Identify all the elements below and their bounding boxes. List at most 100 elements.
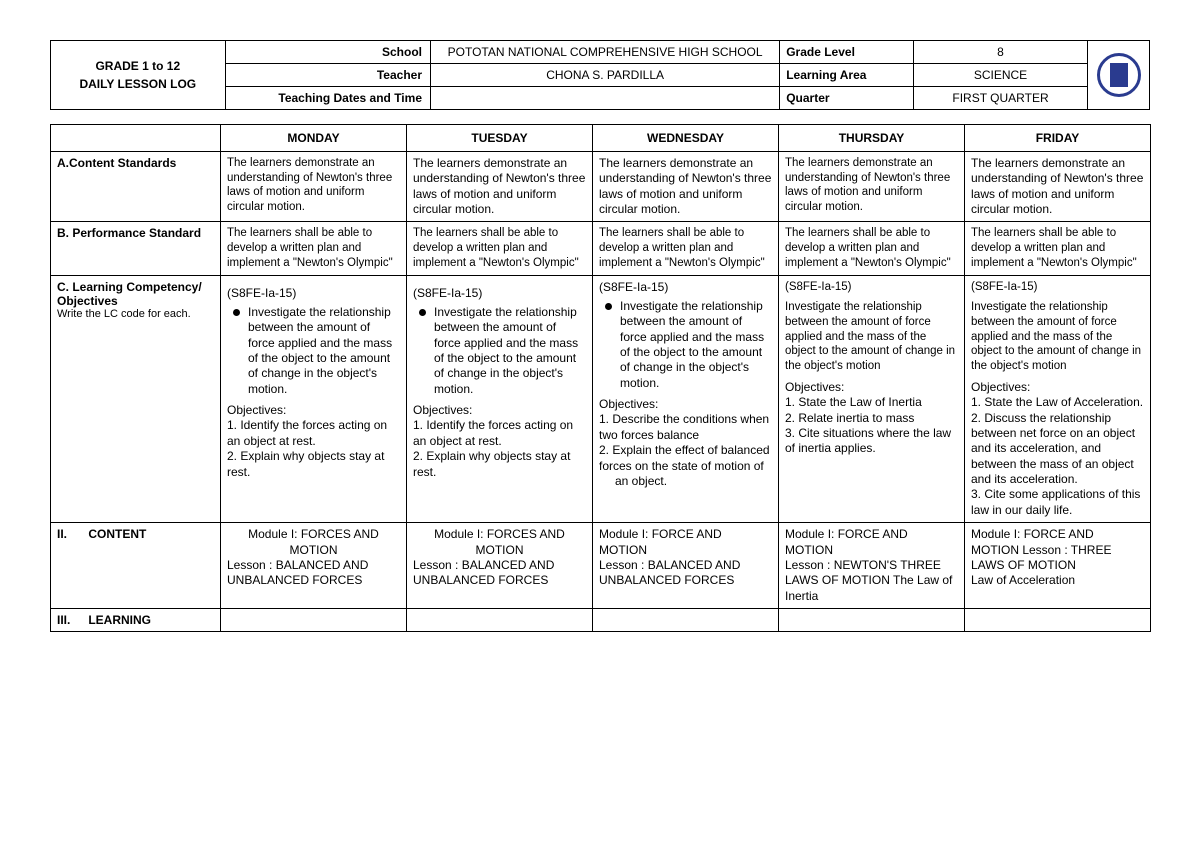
- ii-tue-l2: Lesson : BALANCED AND UNBALANCED FORCES: [413, 558, 586, 589]
- ii-fri-l1: Module I: FORCE AND MOTION Lesson : THRE…: [971, 527, 1144, 573]
- c-thu-obj1: 1. State the Law of Inertia: [785, 395, 958, 410]
- header-table: GRADE 1 to 12 DAILY LESSON LOG School PO…: [50, 40, 1150, 110]
- bullet-icon: [233, 309, 240, 316]
- ii-mon: Module I: FORCES AND MOTION Lesson : BAL…: [221, 523, 407, 609]
- c-thu-code: (S8FE-Ia-15): [785, 280, 958, 295]
- quarter-value: FIRST QUARTER: [913, 87, 1088, 110]
- c-tue-obj-hdr: Objectives:: [413, 403, 586, 418]
- c-wed-obj2b: an object.: [599, 474, 772, 489]
- c-wed-code: (S8FE-Ia-15): [599, 280, 772, 295]
- row-performance-standard: B. Performance Standard The learners sha…: [51, 222, 1151, 275]
- ii-fri: Module I: FORCE AND MOTION Lesson : THRE…: [965, 523, 1151, 609]
- ii-wed: Module I: FORCE AND MOTION Lesson : BALA…: [593, 523, 779, 609]
- b-label: B. Performance Standard: [51, 222, 221, 275]
- teacher-value: CHONA S. PARDILLA: [431, 64, 780, 87]
- c-tue-bullet: Investigate the relationship between the…: [419, 305, 586, 397]
- ii-thu-l1: Module I: FORCE AND MOTION: [785, 527, 958, 558]
- ii-label-cell: II. CONTENT: [51, 523, 221, 609]
- row-learning-competency: C. Learning Competency/ Objectives Write…: [51, 275, 1151, 523]
- day-tue: TUESDAY: [407, 125, 593, 152]
- c-mon-bullet-text: Investigate the relationship between the…: [248, 305, 400, 397]
- c-fri-line: Investigate the relationship between the…: [971, 300, 1144, 374]
- ii-wed-l2: Lesson : BALANCED AND UNBALANCED FORCES: [599, 558, 772, 589]
- dates-label: Teaching Dates and Time: [225, 87, 430, 110]
- a-wed: The learners demonstrate an understandin…: [593, 152, 779, 222]
- dll-title: GRADE 1 to 12 DAILY LESSON LOG: [51, 41, 226, 110]
- ii-label: CONTENT: [88, 527, 146, 541]
- row-content: II. CONTENT Module I: FORCES AND MOTION …: [51, 523, 1151, 609]
- c-label-cell: C. Learning Competency/ Objectives Write…: [51, 275, 221, 523]
- c-sub: Write the LC code for each.: [57, 308, 214, 320]
- c-mon-bullet: Investigate the relationship between the…: [233, 305, 400, 397]
- quarter-label: Quarter: [780, 87, 914, 110]
- a-mon: The learners demonstrate an understandin…: [221, 152, 407, 222]
- bullet-icon: [419, 309, 426, 316]
- c-thu-obj2: 2. Relate inertia to mass: [785, 411, 958, 426]
- ii-tue: Module I: FORCES AND MOTION Lesson : BAL…: [407, 523, 593, 609]
- day-wed: WEDNESDAY: [593, 125, 779, 152]
- title-line2: DAILY LESSON LOG: [57, 77, 219, 91]
- title-line1: GRADE 1 to 12: [57, 59, 219, 73]
- a-tue: The learners demonstrate an understandin…: [407, 152, 593, 222]
- c-mon-obj2: 2. Explain why objects stay at rest.: [227, 449, 400, 480]
- iii-label-cell: III. LEARNING: [51, 608, 221, 631]
- c-fri-obj2: 2. Discuss the relationship between net …: [971, 411, 1144, 488]
- c-thu-line: Investigate the relationship between the…: [785, 300, 958, 374]
- c-fri: (S8FE-Ia-15) Investigate the relationshi…: [965, 275, 1151, 523]
- row-content-standards: A.Content Standards The learners demonst…: [51, 152, 1151, 222]
- c-mon-code: (S8FE-Ia-15): [227, 286, 400, 301]
- deped-logo: [1088, 41, 1150, 110]
- ii-mon-l2: Lesson : BALANCED AND UNBALANCED FORCES: [227, 558, 400, 589]
- ii-prefix: II.: [57, 527, 85, 541]
- bullet-icon: [605, 303, 612, 310]
- day-mon: MONDAY: [221, 125, 407, 152]
- c-wed-obj1: 1. Describe the conditions when two forc…: [599, 412, 772, 443]
- teacher-label: Teacher: [225, 64, 430, 87]
- c-thu: (S8FE-Ia-15) Investigate the relationshi…: [779, 275, 965, 523]
- c-fri-obj1: 1. State the Law of Acceleration.: [971, 395, 1144, 410]
- c-wed-bullet-text: Investigate the relationship between the…: [620, 299, 772, 391]
- c-mon-obj-hdr: Objectives:: [227, 403, 400, 418]
- day-thu: THURSDAY: [779, 125, 965, 152]
- c-mon-obj1: 1. Identify the forces acting on an obje…: [227, 418, 400, 449]
- c-mon: (S8FE-Ia-15) Investigate the relationshi…: [221, 275, 407, 523]
- b-fri: The learners shall be able to develop a …: [965, 222, 1151, 275]
- ii-thu: Module I: FORCE AND MOTION Lesson : NEWT…: [779, 523, 965, 609]
- iii-label: LEARNING: [88, 613, 151, 627]
- row-learning: III. LEARNING: [51, 608, 1151, 631]
- grade-level-label: Grade Level: [780, 41, 914, 64]
- lesson-table: MONDAY TUESDAY WEDNESDAY THURSDAY FRIDAY…: [50, 124, 1151, 632]
- c-tue-bullet-text: Investigate the relationship between the…: [434, 305, 586, 397]
- c-tue-obj2: 2. Explain why objects stay at rest.: [413, 449, 586, 480]
- day-fri: FRIDAY: [965, 125, 1151, 152]
- day-header-row: MONDAY TUESDAY WEDNESDAY THURSDAY FRIDAY: [51, 125, 1151, 152]
- c-fri-obj-hdr: Objectives:: [971, 380, 1144, 395]
- c-wed-obj-hdr: Objectives:: [599, 397, 772, 412]
- b-mon: The learners shall be able to develop a …: [221, 222, 407, 275]
- ii-tue-l1: Module I: FORCES AND MOTION: [413, 527, 586, 558]
- ii-thu-l2: Lesson : NEWTON'S THREE LAWS OF MOTION T…: [785, 558, 958, 604]
- ii-fri-l2: Law of Acceleration: [971, 573, 1144, 588]
- grade-level-value: 8: [913, 41, 1088, 64]
- learning-area-value: SCIENCE: [913, 64, 1088, 87]
- b-thu: The learners shall be able to develop a …: [779, 222, 965, 275]
- b-tue: The learners shall be able to develop a …: [407, 222, 593, 275]
- iii-prefix: III.: [57, 613, 85, 627]
- c-wed: (S8FE-Ia-15) Investigate the relationshi…: [593, 275, 779, 523]
- a-label: A.Content Standards: [51, 152, 221, 222]
- c-tue-obj1: 1. Identify the forces acting on an obje…: [413, 418, 586, 449]
- c-fri-obj3: 3. Cite some applications of this law in…: [971, 487, 1144, 518]
- a-thu: The learners demonstrate an understandin…: [779, 152, 965, 222]
- c-thu-obj3: 3. Cite situations where the law of iner…: [785, 426, 958, 457]
- c-fri-code: (S8FE-Ia-15): [971, 280, 1144, 295]
- b-wed: The learners shall be able to develop a …: [593, 222, 779, 275]
- c-tue: (S8FE-Ia-15) Investigate the relationshi…: [407, 275, 593, 523]
- c-label: C. Learning Competency/ Objectives: [57, 280, 202, 308]
- c-tue-code: (S8FE-Ia-15): [413, 286, 586, 301]
- learning-area-label: Learning Area: [780, 64, 914, 87]
- school-value: POTOTAN NATIONAL COMPREHENSIVE HIGH SCHO…: [431, 41, 780, 64]
- c-wed-obj2: 2. Explain the effect of balanced forces…: [599, 443, 772, 474]
- ii-mon-l1: Module I: FORCES AND MOTION: [227, 527, 400, 558]
- a-fri: The learners demonstrate an understandin…: [965, 152, 1151, 222]
- dates-value: [431, 87, 780, 110]
